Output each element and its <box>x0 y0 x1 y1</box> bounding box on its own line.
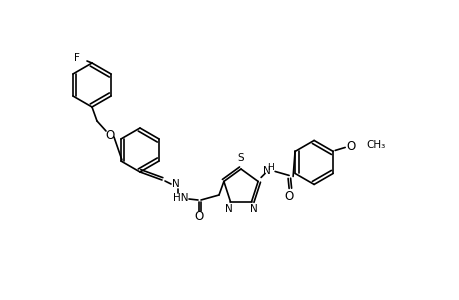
Text: O: O <box>346 140 355 153</box>
Text: S: S <box>237 153 244 163</box>
Text: O: O <box>105 128 114 142</box>
Text: N: N <box>224 204 232 214</box>
Text: F: F <box>74 53 80 63</box>
Text: O: O <box>284 190 293 203</box>
Text: H: H <box>266 163 273 172</box>
Text: N: N <box>263 167 270 176</box>
Text: O: O <box>194 211 203 224</box>
Text: HN: HN <box>173 193 188 203</box>
Text: CH₃: CH₃ <box>365 140 385 150</box>
Text: N: N <box>249 204 257 214</box>
Text: N: N <box>172 179 179 189</box>
